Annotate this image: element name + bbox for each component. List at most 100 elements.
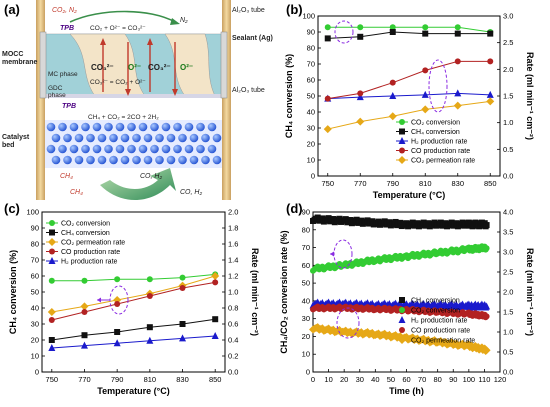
panel-d-label: (d) xyxy=(286,201,303,216)
data-point xyxy=(356,93,364,101)
panel-c-label: (c) xyxy=(4,201,20,216)
catalyst-pellet xyxy=(46,144,56,154)
data-point xyxy=(357,24,364,31)
data-point xyxy=(403,220,410,227)
ion-co3-right: CO₃²⁻ xyxy=(148,63,171,72)
reaction-co2-to-co3: CO₂ + O²⁻ = CO₃²⁻ xyxy=(90,25,146,32)
x-tick-label: 770 xyxy=(354,179,367,188)
x-tick-label: 810 xyxy=(419,179,432,188)
legend-label: CO production rate xyxy=(411,148,470,155)
y-right-tick-label: 1.4 xyxy=(228,256,238,265)
catalyst-pellet xyxy=(92,122,102,132)
chart-panel-d: 0 10 20 30 40 50 60 70 80 90 100 110 120 0 10 20 30 40 50 6… xyxy=(279,201,535,396)
label-membrane: membrane xyxy=(2,59,38,66)
legend-label: CO₂ conversion xyxy=(411,308,460,315)
label-sealant: Sealant (Ag) xyxy=(232,35,273,42)
data-point xyxy=(347,217,354,223)
catalyst-pellet xyxy=(127,122,136,132)
label-al2o3-bottom: Al₂O₃ tube xyxy=(232,87,265,94)
x-tick-label: 830 xyxy=(176,375,189,384)
data-point xyxy=(420,219,427,226)
catalyst-pellet xyxy=(120,133,130,143)
label-co-h2-outlet: CO, H₂ xyxy=(180,189,202,196)
data-point xyxy=(342,216,349,223)
data-point xyxy=(483,302,491,310)
data-point xyxy=(356,117,365,126)
catalyst-pellet xyxy=(51,133,61,143)
data-point xyxy=(483,313,490,320)
data-point xyxy=(81,309,88,315)
y-right-axis-label: Rate (ml min⁻¹ cm⁻²) xyxy=(250,248,260,336)
x-tick-label: 100 xyxy=(463,375,476,384)
x-tick-label: 10 xyxy=(324,375,332,384)
data-point xyxy=(211,332,219,339)
x-tick-label: 810 xyxy=(144,375,157,384)
y-left-tick-label: 10 xyxy=(31,352,39,361)
series-line xyxy=(51,281,216,321)
catalyst-pellet xyxy=(86,155,95,165)
legend-marker xyxy=(399,128,405,135)
x-tick-label: 0 xyxy=(311,375,315,384)
data-point xyxy=(364,217,371,224)
x-tick-label: 750 xyxy=(321,179,334,188)
y-right-tick-label: 3.5 xyxy=(503,228,513,237)
label-tpb-top: TPB xyxy=(60,25,74,32)
catalyst-pellet xyxy=(166,133,176,143)
catalyst-pellet xyxy=(97,133,107,143)
data-point xyxy=(421,90,429,98)
data-point xyxy=(179,274,186,281)
label-al2o3-top: Al₂O₃ tube xyxy=(232,7,265,14)
data-point xyxy=(47,308,56,316)
y-right-tick-label: 1.2 xyxy=(228,272,238,281)
catalyst-pellet xyxy=(115,144,125,154)
y-left-axis-label: CH₄ conversion (%) xyxy=(284,54,294,138)
panel-a-schematic: (a) CO₂, N₂ N₂ xyxy=(2,0,273,200)
legend-label: CO₂ permeation rate xyxy=(411,338,475,345)
legend-label: H₂ production rate xyxy=(61,259,118,266)
data-point xyxy=(414,220,421,227)
catalyst-pellet xyxy=(150,122,159,132)
data-point xyxy=(357,33,364,40)
data-point xyxy=(482,346,491,355)
legend-label: H₂ production rate xyxy=(411,318,468,325)
legend-label: H₂ production rate xyxy=(411,139,468,146)
y-left-axis-label: CH₄/CO₂ conversion rate (%) xyxy=(279,230,289,353)
catalyst-pellet xyxy=(74,133,84,143)
catalyst-pellet xyxy=(173,122,182,132)
y-left-tick-label: 40 xyxy=(302,296,310,305)
panel-b-label: (b) xyxy=(286,2,303,17)
legend-marker xyxy=(49,248,55,255)
sealant-right xyxy=(220,31,228,99)
data-point xyxy=(48,337,55,343)
data-point xyxy=(381,218,388,225)
label-tpb-bottom: TPB xyxy=(62,103,76,110)
data-point xyxy=(146,293,153,299)
y-right-tick-label: 2.0 xyxy=(228,208,238,217)
y-right-tick-label: 2.5 xyxy=(503,38,513,47)
catalyst-pellet xyxy=(86,133,95,143)
gas-flow-arrow xyxy=(69,10,176,23)
x-axis-label: Temperature (°C) xyxy=(373,190,445,200)
data-point xyxy=(397,219,404,226)
catalyst-pellet xyxy=(184,122,194,132)
y-left-axis-label: CH₄ conversion (%) xyxy=(8,250,18,334)
catalyst-pellet xyxy=(189,133,199,143)
legend-label: CO production rate xyxy=(411,328,470,335)
legend-marker xyxy=(399,147,405,154)
data-point xyxy=(369,218,376,225)
catalyst-pellet xyxy=(166,155,176,165)
legend-label: CH₄ conversion xyxy=(411,298,460,305)
y-left-tick-label: 80 xyxy=(302,225,310,234)
catalyst-pellet xyxy=(189,155,199,165)
y-right-tick-label: 0.6 xyxy=(228,320,238,329)
annotation-ellipse xyxy=(334,20,354,44)
data-point xyxy=(454,58,461,65)
x-tick-label: 750 xyxy=(46,375,59,384)
data-point xyxy=(211,272,220,280)
series-line xyxy=(51,335,216,349)
data-point xyxy=(386,219,393,226)
catalyst-pellet xyxy=(150,144,159,154)
catalyst-pellet xyxy=(173,144,182,154)
data-point xyxy=(389,79,396,86)
catalyst-pellet xyxy=(196,122,205,132)
